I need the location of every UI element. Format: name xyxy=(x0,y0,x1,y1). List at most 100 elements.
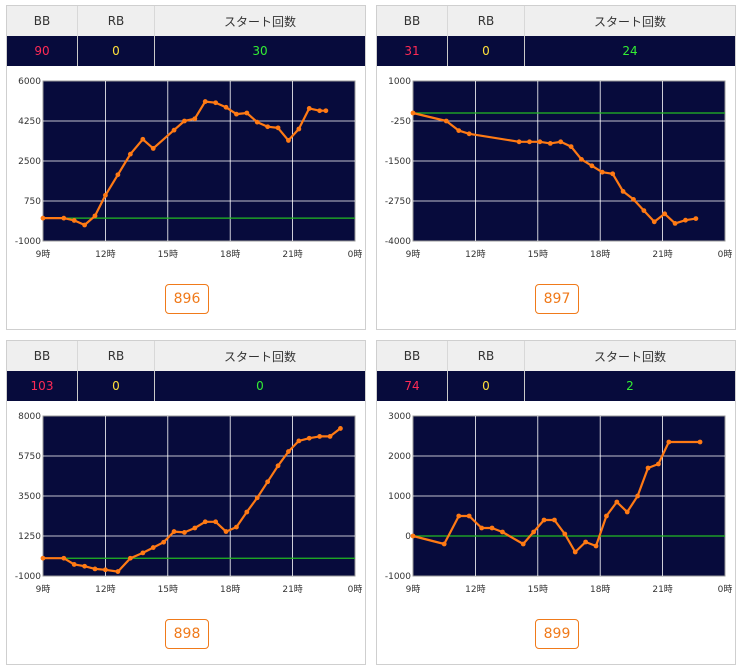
data-point xyxy=(265,124,271,130)
rb-value: 0 xyxy=(77,36,155,66)
x-tick-label: 21時 xyxy=(652,249,672,260)
y-tick-label: 3500 xyxy=(18,492,41,502)
x-tick-label: 15時 xyxy=(528,584,548,595)
data-point xyxy=(552,517,557,523)
y-tick-label: 3000 xyxy=(388,412,411,422)
data-point xyxy=(641,208,647,214)
x-tick-label: 21時 xyxy=(652,584,672,595)
rb-header: RB xyxy=(447,341,525,371)
y-tick-label: 2500 xyxy=(18,157,41,167)
rb-header: RB xyxy=(77,341,155,371)
bb-value: 103 xyxy=(7,371,78,401)
data-point xyxy=(651,219,657,225)
data-point xyxy=(265,479,271,485)
data-point xyxy=(202,99,208,104)
data-point xyxy=(635,493,641,499)
data-point xyxy=(82,563,87,569)
start-count-header: スタート回数 xyxy=(524,341,735,371)
data-point xyxy=(562,531,568,537)
data-point xyxy=(656,461,661,467)
data-point xyxy=(40,555,46,561)
y-tick-label: 1250 xyxy=(18,532,41,542)
data-point xyxy=(92,566,98,572)
data-point xyxy=(520,541,526,547)
payout-series-line xyxy=(412,111,697,225)
x-tick-label: 9時 xyxy=(406,584,421,595)
data-point xyxy=(286,449,291,454)
data-point xyxy=(614,499,620,505)
machine-number-button[interactable]: 898 xyxy=(165,619,209,649)
data-point xyxy=(275,125,281,131)
machine-number-button[interactable]: 899 xyxy=(535,619,579,649)
y-tick-label: 1000 xyxy=(388,77,411,87)
y-tick-label: 750 xyxy=(24,197,41,207)
data-point xyxy=(466,513,472,519)
data-point xyxy=(71,218,77,223)
data-point xyxy=(547,141,553,146)
data-point xyxy=(620,189,626,194)
x-tick-label: 0時 xyxy=(718,249,733,260)
start-count-value: 24 xyxy=(524,36,735,66)
x-tick-label: 0時 xyxy=(348,584,363,595)
data-point xyxy=(223,529,229,534)
data-point xyxy=(103,567,108,573)
data-point xyxy=(306,435,312,441)
x-tick-label: 9時 xyxy=(36,584,51,595)
data-point xyxy=(115,172,121,178)
data-point xyxy=(182,118,187,124)
data-point xyxy=(338,426,343,431)
data-point xyxy=(150,545,156,550)
start-count-header: スタート回数 xyxy=(154,6,365,36)
data-point xyxy=(296,438,302,444)
data-point xyxy=(599,169,605,175)
data-point xyxy=(697,439,703,445)
payout-series-line xyxy=(43,427,342,573)
data-point xyxy=(568,144,574,149)
y-tick-label: 1000 xyxy=(388,492,411,502)
data-point xyxy=(202,519,208,525)
data-point xyxy=(127,151,133,157)
data-point xyxy=(213,519,219,525)
x-tick-label: 15時 xyxy=(158,584,178,595)
x-tick-label: 0時 xyxy=(348,249,363,260)
x-tick-label: 21時 xyxy=(282,584,302,595)
data-point xyxy=(306,106,312,111)
x-tick-label: 12時 xyxy=(95,249,115,260)
data-point xyxy=(71,562,77,567)
rb-value: 0 xyxy=(447,371,525,401)
machine-number-button[interactable]: 896 xyxy=(165,284,209,314)
data-point xyxy=(61,555,67,561)
data-point xyxy=(82,222,87,228)
data-point xyxy=(579,157,584,162)
data-point xyxy=(666,439,672,445)
start-count-value: 2 xyxy=(524,371,735,401)
data-point xyxy=(693,216,699,222)
y-tick-label: -1500 xyxy=(385,157,411,167)
x-tick-label: 21時 xyxy=(282,249,302,260)
x-tick-label: 15時 xyxy=(528,249,548,260)
machine-number-button[interactable]: 897 xyxy=(535,284,579,314)
data-point xyxy=(317,108,323,114)
machine-panel: BB RB スタート回数 74 0 2 9時 12時 15時 18時 21時 0時 3000… xyxy=(376,340,736,665)
y-tick-label: 5750 xyxy=(18,452,41,462)
data-point xyxy=(410,110,416,116)
rb-value: 0 xyxy=(77,371,155,401)
machine-panel: BB RB スタート回数 103 0 0 9時 12時 15時 18時 21時 0時 800… xyxy=(6,340,366,665)
bb-header: BB xyxy=(7,6,78,36)
data-point xyxy=(466,131,472,137)
payout-line-chart: 9時 12時 15時 18時 21時 0時 3000 2000 1000 0 -1000 xyxy=(385,412,733,595)
data-point xyxy=(244,110,250,116)
data-point xyxy=(645,465,651,471)
y-tick-label: 4250 xyxy=(18,117,41,127)
bb-value: 74 xyxy=(377,371,448,401)
start-count-header: スタート回数 xyxy=(524,6,735,36)
x-tick-label: 18時 xyxy=(590,584,610,595)
payout-series-line xyxy=(43,100,326,227)
y-tick-label: -4000 xyxy=(385,237,411,247)
stats-table: BB RB スタート回数 31 0 24 xyxy=(377,6,735,66)
bb-header: BB xyxy=(377,6,448,36)
data-point xyxy=(92,213,98,219)
bb-value: 90 xyxy=(7,36,78,66)
data-point xyxy=(275,463,281,469)
start-count-header: スタート回数 xyxy=(154,341,365,371)
